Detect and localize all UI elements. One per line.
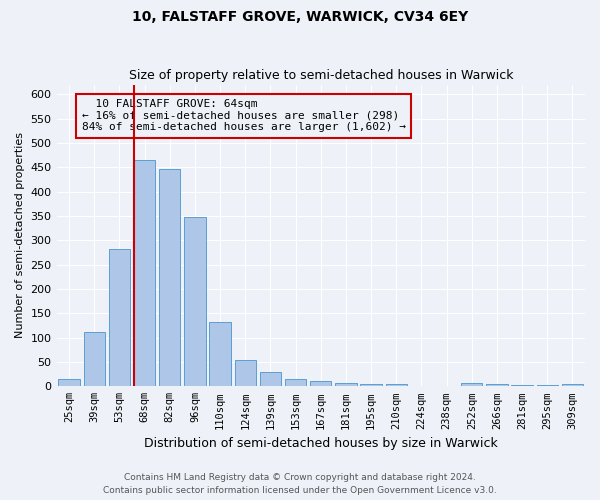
Bar (536, 385, 558, 386)
Bar (386, 384, 407, 386)
Bar (83, 332, 105, 386)
Bar (235, 360, 256, 386)
Bar (461, 383, 482, 386)
Text: Contains HM Land Registry data © Crown copyright and database right 2024.
Contai: Contains HM Land Registry data © Crown c… (103, 474, 497, 495)
Y-axis label: Number of semi-detached properties: Number of semi-detached properties (15, 132, 25, 338)
Bar (511, 385, 533, 386)
Bar (285, 379, 307, 386)
Bar (109, 248, 130, 386)
Bar (486, 384, 508, 386)
Bar (159, 169, 181, 386)
Text: 10 FALSTAFF GROVE: 64sqm
← 16% of semi-detached houses are smaller (298)
84% of : 10 FALSTAFF GROVE: 64sqm ← 16% of semi-d… (82, 99, 406, 132)
Bar (184, 217, 206, 386)
Text: 10, FALSTAFF GROVE, WARWICK, CV34 6EY: 10, FALSTAFF GROVE, WARWICK, CV34 6EY (132, 10, 468, 24)
Bar (335, 383, 356, 386)
Bar (260, 372, 281, 386)
Bar (134, 160, 155, 386)
Bar (562, 384, 583, 386)
Title: Size of property relative to semi-detached houses in Warwick: Size of property relative to semi-detach… (128, 69, 513, 82)
Bar (361, 384, 382, 386)
Bar (58, 379, 80, 386)
X-axis label: Distribution of semi-detached houses by size in Warwick: Distribution of semi-detached houses by … (144, 437, 497, 450)
Bar (310, 382, 331, 386)
Bar (209, 322, 231, 386)
